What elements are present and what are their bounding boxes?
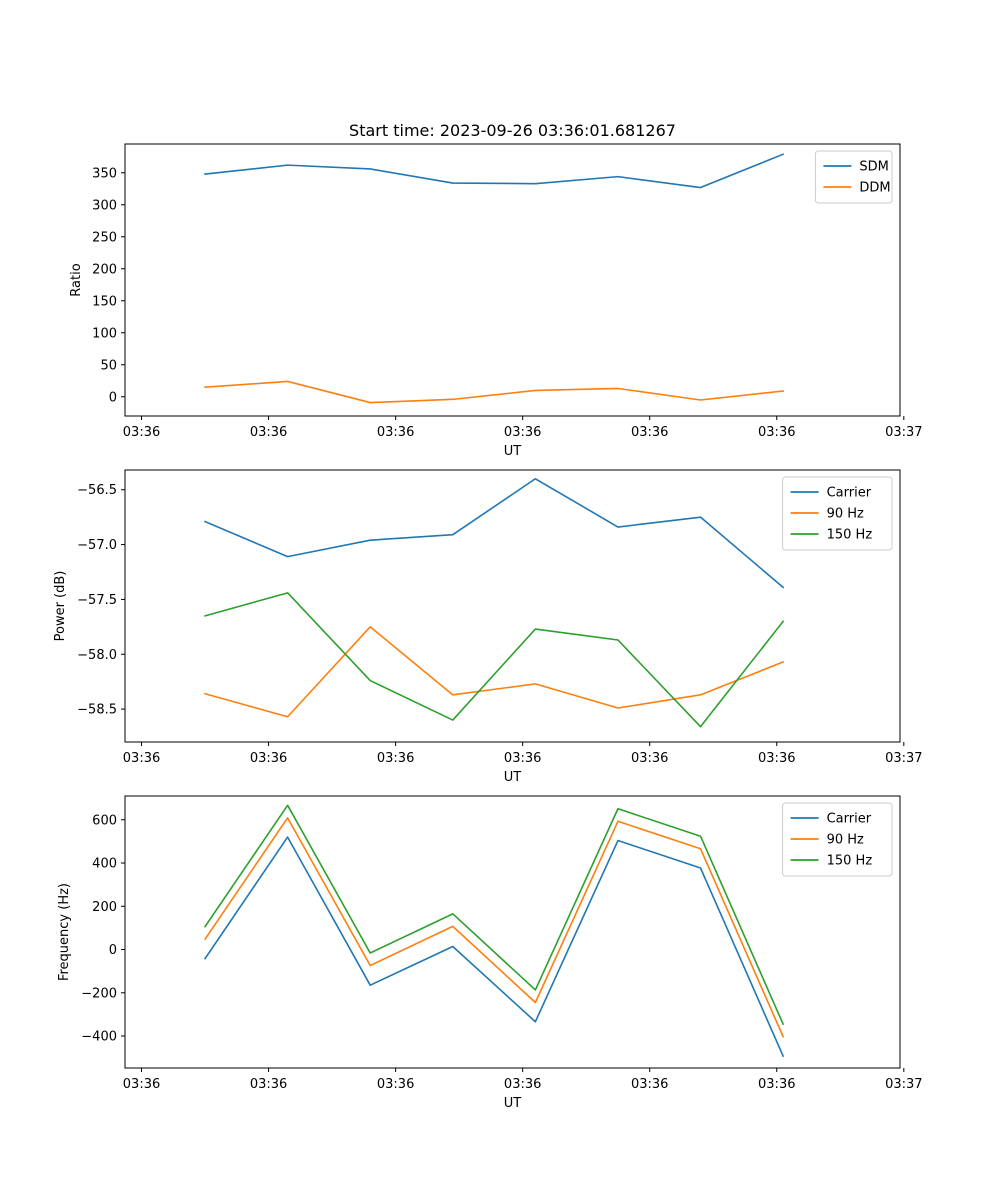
chart-1-power-xtick-label: 03:36	[504, 751, 541, 766]
chart-1-power-xtick-label: 03:36	[758, 751, 795, 766]
frequency-panel: 03:36 03:36 03:36 03:36 03:36 03:36 03:37 −400 −…	[57, 795, 923, 1111]
chart-2-frequency-xtick-label: 03:36	[758, 1077, 795, 1092]
chart-1-power-xtick-label: 03:36	[123, 751, 160, 766]
chart-2-frequency-ytick-label: 200	[92, 900, 117, 915]
chart-1-power-xtick-label: 03:36	[631, 751, 668, 766]
chart-0-ratio-ytick-label: 150	[92, 294, 117, 309]
chart-2-frequency-legend: Carrier 90 Hz 150 Hz	[782, 802, 893, 877]
power-panel: 03:36 03:36 03:36 03:36 03:36 03:36 03:37 −58.5…	[53, 469, 923, 785]
chart-2-frequency-xtick-label: 03:36	[377, 1077, 414, 1092]
chart-0-ratio-xtick-label: 03:36	[123, 425, 160, 440]
chart-0-ratio-ytick-label: 50	[100, 358, 117, 373]
chart-1-power-ytick-label: −57.0	[77, 538, 117, 553]
chart-2-frequency-axes-frame	[124, 795, 901, 1069]
chart-1-power-legend-frame	[782, 476, 893, 551]
chart-0-ratio-legend-label-sdm: SDM	[859, 160, 888, 175]
chart-1-power-xlabel: UT	[504, 770, 522, 785]
figure-title: Start time: 2023-09-26 03:36:01.681267	[349, 121, 676, 140]
chart-2-frequency-ytick-label: 600	[92, 813, 117, 828]
chart-0-ratio-xtick-label: 03:37	[885, 425, 922, 440]
chart-0-ratio-ytick-label: 200	[92, 262, 117, 277]
ratio-panel: 03:36 03:36 03:36 03:36 03:36 03:36 03:37 0 50 10…	[69, 143, 923, 459]
chart-2-frequency-ytick-label: 0	[109, 943, 117, 958]
chart-0-ratio-xtick-label: 03:36	[377, 425, 414, 440]
chart-0-ratio-ytick-label: 0	[109, 390, 117, 405]
chart-2-frequency-xtick-label: 03:36	[631, 1077, 668, 1092]
chart-0-ratio-series-ddm	[204, 380, 784, 404]
chart-2-frequency-series-90-hz	[203, 817, 785, 1038]
chart-1-power-ytick-label: −58.5	[77, 703, 117, 718]
chart-2-frequency-series-carrier	[203, 836, 785, 1058]
chart-1-power-xtick-label: 03:37	[885, 751, 922, 766]
chart-1-power-series-carrier	[203, 477, 785, 589]
chart-0-ratio-xtick-label: 03:36	[758, 425, 795, 440]
chart-1-power-legend-label-90-hz: 90 Hz	[827, 507, 864, 522]
chart-2-frequency-xlabel: UT	[504, 1096, 522, 1111]
chart-1-power-legend-label-carrier: Carrier	[827, 486, 872, 501]
chart-0-ratio-xtick-label: 03:36	[504, 425, 541, 440]
chart-2-frequency-ylabel: Frequency (Hz)	[57, 883, 72, 981]
chart-0-ratio-xtick-label: 03:36	[250, 425, 287, 440]
chart-0-ratio-xtick-label: 03:36	[631, 425, 668, 440]
chart-1-power-legend: Carrier 90 Hz 150 Hz	[782, 476, 893, 551]
chart-1-power-ylabel: Power (dB)	[53, 571, 68, 642]
chart-2-frequency-xtick-label: 03:36	[250, 1077, 287, 1092]
chart-0-ratio-ytick-label: 250	[92, 230, 117, 245]
chart-0-ratio-series-sdm	[204, 153, 785, 189]
chart-0-ratio-legend-frame	[814, 150, 893, 204]
chart-2-frequency-series-150-hz	[203, 804, 785, 1026]
chart-1-power-legend-label-150-hz: 150 Hz	[827, 528, 873, 543]
chart-2-frequency-ytick-label: −200	[81, 986, 117, 1001]
chart-1-power-ytick-label: −58.0	[77, 648, 117, 663]
chart-2-frequency-legend-label-90-hz: 90 Hz	[827, 833, 864, 848]
chart-1-power-xtick-label: 03:36	[377, 751, 414, 766]
chart-2-frequency-xtick-label: 03:36	[504, 1077, 541, 1092]
chart-2-frequency-ytick-label: −400	[81, 1030, 117, 1045]
chart-2-frequency-legend-label-carrier: Carrier	[827, 812, 872, 827]
chart-2-frequency-xtick-label: 03:36	[123, 1077, 160, 1092]
chart-0-ratio-ylabel: Ratio	[69, 263, 84, 296]
chart-2-frequency-ytick-label: 400	[92, 857, 117, 872]
chart-0-ratio-ytick-label: 300	[92, 198, 117, 213]
chart-1-power-ytick-label: −56.5	[77, 483, 117, 498]
chart-1-power-ytick-label: −57.5	[77, 593, 117, 608]
chart-0-ratio-legend-label-ddm: DDM	[859, 181, 890, 196]
chart-2-frequency-legend-label-150-hz: 150 Hz	[827, 854, 873, 869]
chart-1-power-xtick-label: 03:36	[250, 751, 287, 766]
chart-0-ratio-ytick-label: 350	[92, 166, 117, 181]
chart-0-ratio-axes-frame	[124, 143, 901, 417]
chart-0-ratio-ytick-label: 100	[92, 326, 117, 341]
chart-0-ratio-legend: SDM DDM	[814, 150, 893, 204]
chart-0-ratio-xlabel: UT	[504, 444, 522, 459]
chart-2-frequency-xtick-label: 03:37	[885, 1077, 922, 1092]
chart-2-frequency-legend-frame	[782, 802, 893, 877]
chart-1-power-axes-frame	[124, 469, 901, 743]
chart-1-power-series-150-hz	[204, 592, 785, 728]
chart-1-power-series-90-hz	[204, 626, 785, 718]
